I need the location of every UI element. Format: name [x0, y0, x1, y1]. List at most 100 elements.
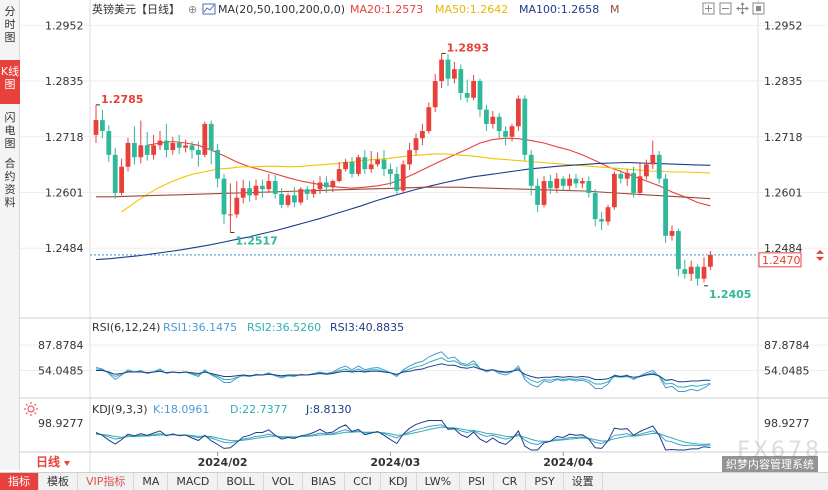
- candle-body-12: [170, 142, 176, 151]
- candle-body-0: [93, 120, 99, 135]
- candle-body-23: [240, 188, 246, 198]
- toolbar-item-3[interactable]: MA: [134, 472, 169, 490]
- candle-body-35: [317, 182, 323, 190]
- candle-body-91: [676, 231, 681, 270]
- rsi2-line: [95, 357, 711, 388]
- x-axis-labels: 2024/02 2024/03 2024/04: [198, 452, 593, 469]
- candle-body-73: [560, 178, 566, 186]
- kdj-lines: 98.9277 98.9277: [38, 417, 810, 451]
- toolbar-item-0[interactable]: 指标: [0, 472, 39, 490]
- fullscreen-icon[interactable]: [752, 2, 765, 15]
- toolbar-item-12[interactable]: CR: [494, 472, 527, 490]
- toolbar-item-4[interactable]: MACD: [168, 472, 219, 490]
- candle-body-42: [362, 157, 368, 170]
- rsi1-value: RSI1:36.1475: [163, 321, 237, 334]
- candle-body-77: [586, 181, 592, 193]
- ma-params: MA(20,50,100,200,0,0): [218, 3, 345, 16]
- left-price-axis: 1.2952 1.2835 1.2718 1.2601 1.2484: [45, 19, 84, 255]
- minus-icon[interactable]: [719, 2, 732, 15]
- candle-body-53: [432, 81, 438, 108]
- toolbar-item-6[interactable]: VOL: [264, 472, 303, 490]
- rsi-tick-left-1: 54.0485: [38, 364, 84, 377]
- candle-body-7: [138, 145, 144, 158]
- toolbar-item-9[interactable]: KDJ: [381, 472, 417, 490]
- tab-time-chart[interactable]: 分时图: [4, 5, 16, 44]
- candle-body-17: [202, 123, 208, 155]
- candles: [93, 53, 713, 286]
- price-tick-left-1: 1.2835: [45, 75, 84, 88]
- price-tick-right-3: 1.2601: [764, 186, 803, 199]
- candle-body-26: [260, 185, 265, 190]
- toolbar-item-10[interactable]: LW%: [417, 472, 461, 490]
- rsi-tick-right-1: 54.0485: [764, 364, 810, 377]
- candle-body-76: [580, 181, 585, 184]
- candle-body-51: [420, 131, 425, 139]
- candle-body-18: [208, 123, 214, 151]
- candle-body-56: [452, 69, 457, 79]
- candle-body-94: [695, 266, 700, 279]
- candle-body-72: [554, 178, 560, 189]
- candle-body-54: [439, 59, 444, 82]
- toolbar-item-14[interactable]: 设置: [564, 472, 603, 490]
- rsi3-value: RSI3:40.8835: [330, 321, 404, 334]
- tab-contract-info[interactable]: 合约资料: [4, 157, 16, 209]
- price-tick-right-4: 1.2484: [764, 242, 803, 255]
- tab-kline-chart[interactable]: K线图: [0, 60, 20, 104]
- candle-body-30: [285, 195, 291, 205]
- ma100-value: MA100:1.2658: [519, 3, 599, 16]
- candle-body-41: [356, 157, 361, 174]
- candle-body-5: [125, 142, 131, 167]
- candle-body-32: [298, 189, 304, 203]
- toolbar-item-8[interactable]: CCI: [345, 472, 381, 490]
- toolbar-item-13[interactable]: PSY: [526, 472, 564, 490]
- candle-body-8: [144, 145, 150, 155]
- last-price-box: [758, 252, 802, 268]
- candle-body-67: [522, 98, 528, 155]
- candle-body-86: [644, 164, 649, 177]
- indicator-toolbar: 指标 模板 VIP指标 MA MACD BOLL VOL BIAS CCI KDJ LW% PSI CR…: [0, 472, 828, 490]
- candle-body-75: [573, 178, 579, 184]
- ma20-value: MA20:1.2573: [350, 3, 423, 16]
- candle-body-71: [548, 181, 553, 189]
- candle-body-1: [100, 120, 105, 132]
- candle-body-63: [496, 116, 502, 132]
- toolbar-item-2[interactable]: VIP指标: [78, 472, 135, 490]
- toolbar-item-7[interactable]: BIAS: [303, 472, 346, 490]
- candle-body-25: [253, 185, 259, 196]
- period-label[interactable]: 日线: [36, 454, 60, 469]
- candle-body-46: [388, 169, 393, 174]
- add-icon[interactable]: [702, 2, 715, 15]
- candle-body-84: [631, 172, 636, 193]
- ma-m-value: M: [610, 3, 620, 16]
- right-price-axis: 1.2952 1.2835 1.2718 1.2601 1.2484: [764, 19, 803, 255]
- toolbar-item-1[interactable]: 模板: [39, 472, 78, 490]
- candle-body-82: [618, 173, 624, 179]
- annotation-0: 1.2785: [101, 93, 143, 106]
- candle-body-68: [528, 154, 534, 186]
- ma-icon: [202, 3, 216, 15]
- rsi-tick-left-0: 87.8784: [38, 339, 84, 352]
- candle-body-2: [106, 131, 112, 155]
- rsi2-value: RSI2:36.5260: [247, 321, 321, 334]
- period-dropdown-icon[interactable]: [64, 461, 70, 466]
- candle-body-49: [407, 150, 412, 165]
- toolbar-item-5[interactable]: BOLL: [218, 472, 264, 490]
- move-icon[interactable]: [736, 2, 749, 15]
- sun-icon[interactable]: [24, 402, 38, 416]
- candle-body-47: [394, 173, 400, 191]
- rsi1-line: [95, 351, 711, 392]
- tab-flash-chart[interactable]: 闪电图: [4, 111, 16, 150]
- price-tick-right-1: 1.2835: [764, 75, 803, 88]
- candle-body-96: [708, 254, 713, 267]
- candle-body-83: [624, 172, 630, 179]
- candle-body-50: [413, 138, 419, 151]
- price-tick-right-0: 1.2952: [764, 19, 803, 32]
- toolbar-item-11[interactable]: PSI: [460, 472, 494, 490]
- settings-icon[interactable]: ⊕: [188, 3, 197, 16]
- candle-body-81: [612, 173, 617, 208]
- candle-body-55: [445, 59, 451, 79]
- candle-body-65: [509, 126, 515, 137]
- x-label-0: 2024/02: [198, 456, 248, 469]
- annotation-1: 1.2517: [235, 234, 277, 247]
